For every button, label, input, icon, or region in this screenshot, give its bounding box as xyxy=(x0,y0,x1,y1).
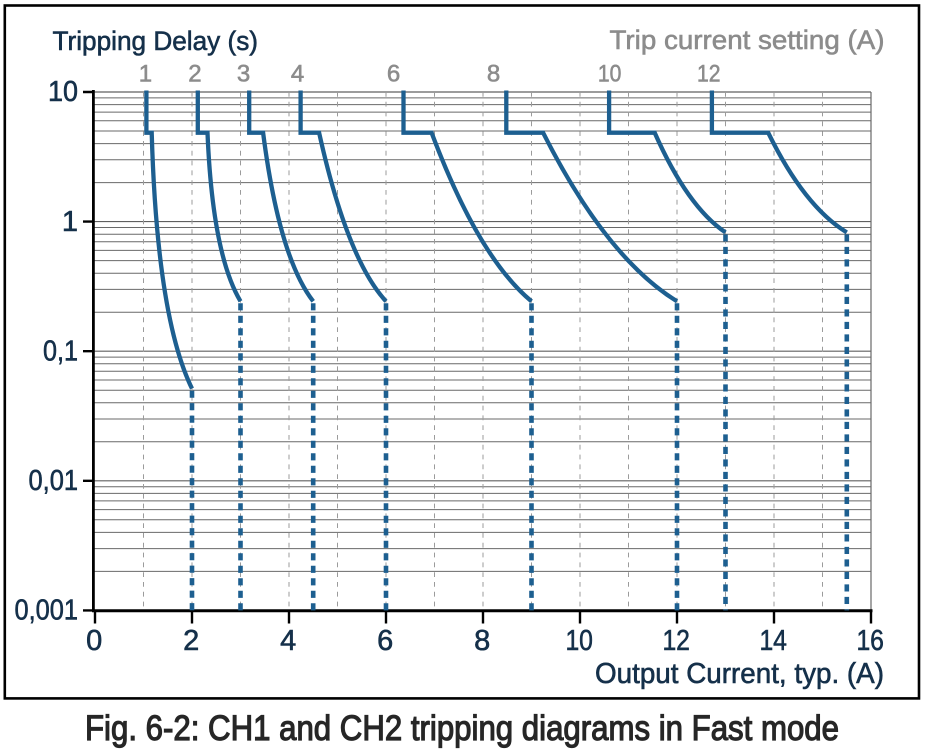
svg-text:Tripping Delay (s): Tripping Delay (s) xyxy=(53,26,259,56)
svg-text:Output Current, typ. (A): Output Current, typ. (A) xyxy=(595,658,884,690)
svg-text:0: 0 xyxy=(86,625,102,657)
svg-text:0,01: 0,01 xyxy=(29,465,79,497)
svg-text:10: 10 xyxy=(565,625,593,657)
svg-text:4: 4 xyxy=(291,60,304,87)
svg-text:12: 12 xyxy=(662,625,690,657)
svg-text:2: 2 xyxy=(188,60,201,87)
svg-text:Fig. 6-2: CH1 and CH2 tripping: Fig. 6-2: CH1 and CH2 tripping diagrams … xyxy=(85,709,839,748)
svg-text:2: 2 xyxy=(183,625,199,657)
svg-text:1: 1 xyxy=(139,60,152,87)
svg-text:16: 16 xyxy=(856,625,884,657)
svg-text:0,1: 0,1 xyxy=(43,335,78,367)
svg-text:1: 1 xyxy=(62,206,78,238)
svg-text:12: 12 xyxy=(697,60,721,87)
svg-text:3: 3 xyxy=(237,60,250,87)
svg-text:0,001: 0,001 xyxy=(15,595,79,627)
svg-text:8: 8 xyxy=(487,60,500,87)
svg-text:Trip current setting (A): Trip current setting (A) xyxy=(610,25,885,55)
svg-text:4: 4 xyxy=(280,625,296,657)
svg-text:10: 10 xyxy=(48,76,78,108)
svg-text:14: 14 xyxy=(759,625,787,657)
svg-text:6: 6 xyxy=(387,60,400,87)
svg-text:6: 6 xyxy=(377,625,393,657)
svg-text:8: 8 xyxy=(474,625,490,657)
svg-text:10: 10 xyxy=(598,60,622,87)
